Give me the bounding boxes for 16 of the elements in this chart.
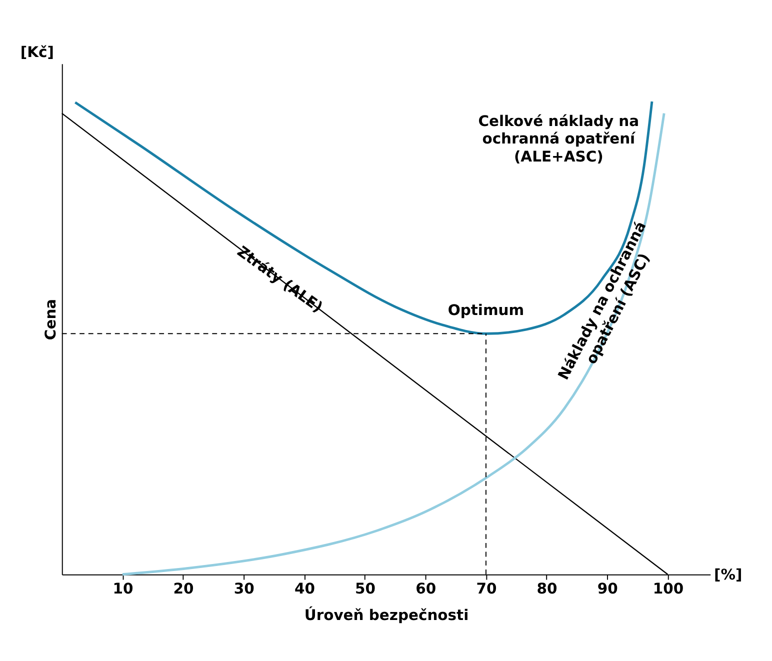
annotation: Optimum [448,302,524,319]
x-tick-label: 40 [294,580,315,598]
x-tick-label: 70 [476,580,497,598]
y-axis-title: Cena [42,298,60,340]
x-tick-label: 50 [355,580,376,598]
x-tick-label: 20 [173,580,194,598]
x-tick-label: 80 [536,580,558,598]
series-label: Celkové náklady na ochranná opatření (ALE+ASC) [478,113,640,166]
x-tick-label: 90 [597,580,618,598]
text: [%] [714,566,742,584]
x-tick-label: 30 [234,580,254,598]
text: [Kč] [20,44,54,61]
x-tick-label: 100 [652,580,684,598]
x-tick-label: 10 [112,580,134,598]
x-tick-label: 60 [416,580,436,598]
x-axis-title: Úroveň bezpečnosti [304,606,469,624]
